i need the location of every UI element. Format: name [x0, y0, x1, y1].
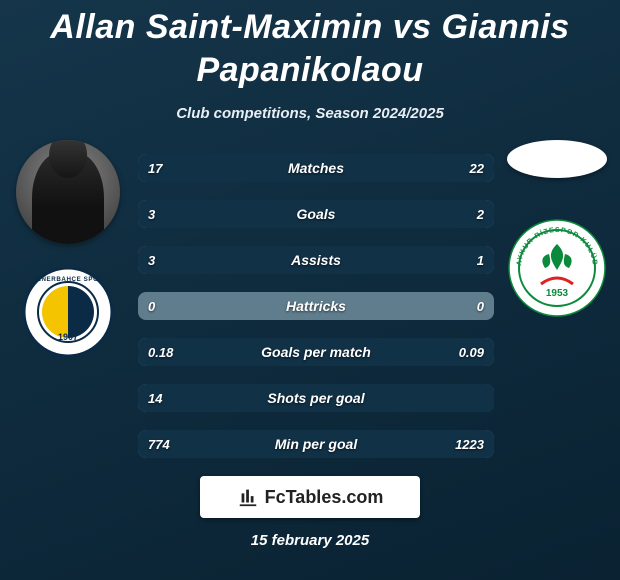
stat-fill-left — [138, 384, 494, 412]
stat-fill-right — [295, 154, 494, 182]
stat-row: 0 0Hattricks — [138, 292, 494, 320]
stat-value-right: 1 — [477, 246, 484, 274]
player-left-club-badge: 1907 FENERBAHÇE SPOR — [22, 266, 114, 363]
player-right-avatar — [507, 140, 607, 178]
badge-year-right: 1953 — [546, 288, 569, 299]
stat-row: 0.180.09Goals per match — [138, 338, 494, 366]
stat-value-right: 0 — [477, 292, 484, 320]
stat-row: 7741223Min per goal — [138, 430, 494, 458]
stat-fill-left — [138, 246, 405, 274]
person-silhouette-icon — [32, 152, 105, 244]
player-left-avatar — [16, 140, 120, 244]
stat-value-left: 14 — [148, 384, 162, 412]
player-right-club-badge: 1953 ÇAYKUR RİZESPOR KULÜBÜ — [507, 218, 607, 323]
stat-fill-right — [352, 200, 494, 228]
player-right-column: 1953 ÇAYKUR RİZESPOR KULÜBÜ — [502, 140, 612, 323]
stat-row: 1722Matches — [138, 154, 494, 182]
page-title: Allan Saint-Maximin vs Giannis Papanikol… — [0, 0, 620, 91]
stat-row: 32Goals — [138, 200, 494, 228]
stat-value-left: 17 — [148, 154, 162, 182]
stat-fill-left — [138, 200, 352, 228]
svg-text:FENERBAHÇE SPOR: FENERBAHÇE SPOR — [32, 276, 103, 283]
rizespor-badge-icon: 1953 ÇAYKUR RİZESPOR KULÜBÜ — [507, 218, 607, 318]
site-name: FcTables.com — [265, 487, 384, 508]
stat-value-left: 3 — [148, 246, 155, 274]
stat-value-left: 774 — [148, 430, 170, 458]
stat-value-left: 3 — [148, 200, 155, 228]
stat-value-right: 2 — [477, 200, 484, 228]
stat-value-left: 0 — [148, 292, 155, 320]
stat-value-right: 1223 — [455, 430, 484, 458]
badge-year-left: 1907 — [58, 332, 78, 342]
site-badge: FcTables.com — [200, 476, 420, 518]
comparison-card: Allan Saint-Maximin vs Giannis Papanikol… — [0, 0, 620, 580]
page-subtitle: Club competitions, Season 2024/2025 — [0, 105, 620, 122]
player-left-column: 1907 FENERBAHÇE SPOR — [8, 140, 128, 363]
stat-value-right: 22 — [470, 154, 484, 182]
stat-row: 14Shots per goal — [138, 384, 494, 412]
stat-row: 31Assists — [138, 246, 494, 274]
chart-icon — [237, 486, 259, 508]
stat-label: Hattricks — [138, 292, 494, 320]
footer-date: 15 february 2025 — [0, 532, 620, 549]
stat-value-left: 0.18 — [148, 338, 173, 366]
stat-fill-left — [138, 338, 377, 366]
content-area: 1907 FENERBAHÇE SPOR 1953 — [0, 140, 620, 460]
stat-bars: 1722Matches32Goals31Assists00Hattricks0.… — [138, 154, 494, 458]
fenerbahce-badge-icon: 1907 FENERBAHÇE SPOR — [22, 266, 114, 358]
stat-value-right: 0.09 — [459, 338, 484, 366]
